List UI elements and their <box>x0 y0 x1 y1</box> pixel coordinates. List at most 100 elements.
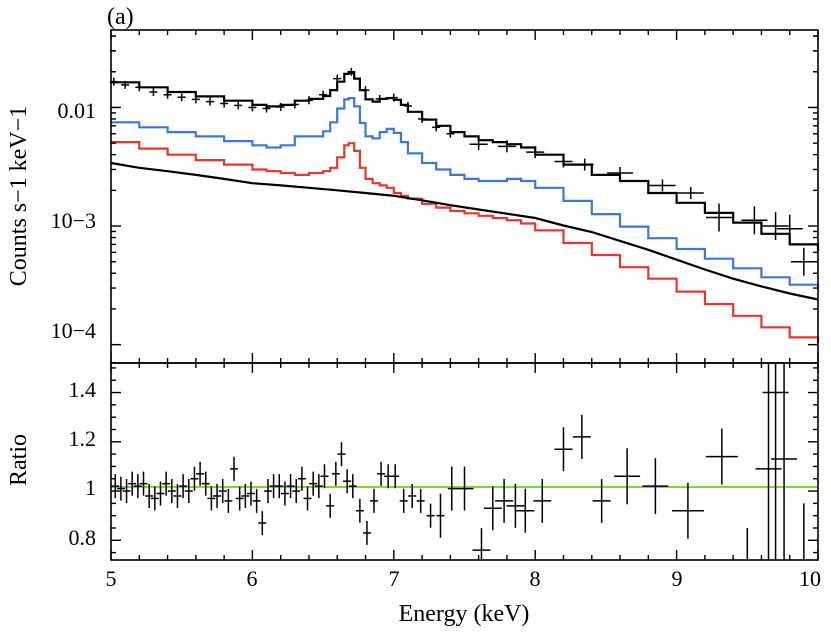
data-point <box>762 212 789 241</box>
ratio-point <box>455 466 474 511</box>
ratio-point <box>320 464 329 489</box>
spectrum-panel: 0.01 10−3 10−4 Counts s−1 keV−1 <box>6 29 820 364</box>
y-axis-title-counts: Counts s−1 keV−1 <box>6 106 32 286</box>
data-point <box>607 167 634 180</box>
ratio-point <box>426 503 435 528</box>
ratio-point <box>384 464 393 489</box>
data-point <box>469 138 488 151</box>
ratio-point <box>472 528 491 560</box>
ratio-point <box>184 479 193 504</box>
model-curve-1 <box>111 97 820 290</box>
ratio-point <box>230 456 239 481</box>
model-curve-2 <box>111 141 820 344</box>
x-tick-label-10: 10 <box>799 566 821 591</box>
data-point <box>121 80 130 89</box>
panel-label: (a) <box>107 4 134 30</box>
x-tick-label-8: 8 <box>530 566 541 591</box>
ratio-point <box>224 488 233 513</box>
ratio-point <box>408 483 417 508</box>
data-point <box>649 179 676 192</box>
top-axis-ticks <box>110 30 819 363</box>
ratio-point <box>516 488 535 533</box>
x-tick-label-6: 6 <box>247 566 258 591</box>
data-point <box>554 155 573 168</box>
ratio-tick-label-1p4: 1.4 <box>69 377 97 402</box>
ratio-point <box>331 461 340 486</box>
data-point <box>319 90 328 99</box>
ratio-point <box>362 520 371 545</box>
x-tick-label-9: 9 <box>672 566 683 591</box>
ratio-tick-label-1: 1 <box>85 475 96 500</box>
ratio-point <box>213 483 222 508</box>
data-point <box>497 140 516 153</box>
bottom-plot-frame <box>110 362 819 561</box>
ratio-point <box>241 483 250 508</box>
data-point <box>333 74 342 83</box>
data-point <box>135 83 144 92</box>
y-tick-label-1e-4: 10−4 <box>51 318 96 343</box>
data-point <box>191 95 200 104</box>
data-point <box>575 158 594 171</box>
top-plot-frame <box>110 29 819 364</box>
ratio-point <box>167 479 176 504</box>
ratio-point <box>235 486 244 511</box>
ratio-point <box>133 474 142 499</box>
ratio-point <box>246 481 255 506</box>
ratio-point <box>162 471 171 496</box>
ratio-point <box>377 461 386 486</box>
data-point <box>741 206 768 235</box>
ratio-point <box>572 414 591 459</box>
ratio-point <box>592 478 611 523</box>
data-point <box>290 100 299 109</box>
ratio-point <box>263 479 272 504</box>
ratio-point <box>173 483 182 508</box>
ratio-point <box>483 486 502 531</box>
ratio-point <box>207 486 216 511</box>
data-point <box>177 93 186 102</box>
x-axis-title: Energy (keV) <box>399 601 530 627</box>
ratio-point <box>436 493 445 538</box>
ratio-point <box>416 488 425 513</box>
data-point <box>389 93 398 102</box>
data-point <box>361 86 370 95</box>
data-point <box>403 101 412 110</box>
ratio-point <box>156 481 165 506</box>
ratio-point <box>111 474 120 499</box>
bottom-axis-ticks <box>110 363 819 560</box>
ratio-point <box>391 464 400 489</box>
data-point <box>706 203 733 232</box>
data-points <box>109 67 817 276</box>
ratio-point <box>355 498 364 523</box>
data-point <box>276 102 285 111</box>
data-point <box>432 123 441 132</box>
data-point <box>234 101 243 110</box>
ratio-point <box>201 471 210 496</box>
data-point <box>220 99 229 108</box>
model-curve-3 <box>110 161 819 301</box>
data-point <box>790 247 817 276</box>
ratio-point <box>190 466 199 491</box>
ratio-point <box>642 458 669 515</box>
x-tick-label-5: 5 <box>106 566 117 591</box>
y-axis-title-ratio: Ratio <box>6 434 32 486</box>
ratio-point <box>343 469 352 494</box>
ratio-tick-label-1p2: 1.2 <box>69 426 97 451</box>
ratio-point <box>150 486 159 511</box>
ratio-point <box>258 511 267 536</box>
ratio-point <box>326 493 335 518</box>
ratio-point <box>705 428 738 485</box>
ratio-point <box>292 479 301 504</box>
data-point <box>347 67 356 76</box>
ratio-point <box>275 474 284 499</box>
model-curve-0 <box>111 72 820 251</box>
ratio-point <box>370 488 379 513</box>
model-curves <box>110 72 820 344</box>
data-point <box>262 104 271 113</box>
data-point <box>446 129 455 138</box>
ratio-point <box>218 479 227 504</box>
ratio-point <box>179 474 188 499</box>
data-point <box>149 88 158 97</box>
ratio-point <box>506 483 525 528</box>
ratio-point <box>337 442 346 467</box>
